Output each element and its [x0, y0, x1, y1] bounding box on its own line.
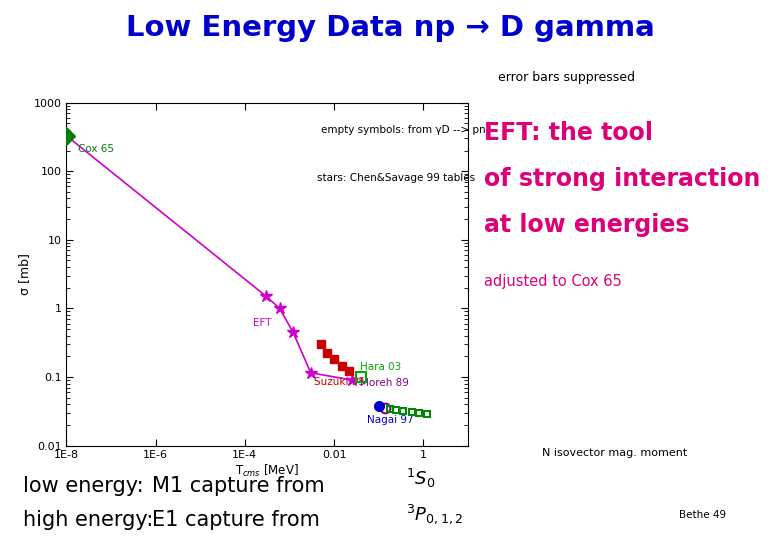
Text: $^3P_{0,1,2}$: $^3P_{0,1,2}$: [406, 502, 463, 526]
Text: of strong interaction: of strong interaction: [484, 167, 760, 191]
Text: EFT: the tool: EFT: the tool: [484, 122, 653, 145]
Text: Moreh 89: Moreh 89: [360, 379, 409, 388]
Text: Hara 03: Hara 03: [360, 362, 401, 372]
Text: stars: Chen&Savage 99 tables: stars: Chen&Savage 99 tables: [317, 173, 476, 183]
Text: high energy:: high energy:: [23, 510, 154, 530]
Text: E1 capture from: E1 capture from: [152, 510, 327, 530]
Text: EFT: EFT: [253, 318, 271, 328]
Text: adjusted to Cox 65: adjusted to Cox 65: [484, 274, 622, 289]
Y-axis label: σ [mb]: σ [mb]: [18, 253, 30, 295]
Text: Cox 65: Cox 65: [78, 144, 114, 154]
Text: empty symbols: from γD --> pn: empty symbols: from γD --> pn: [321, 125, 485, 135]
Text: $^1S_0$: $^1S_0$: [406, 467, 435, 490]
Text: low energy:: low energy:: [23, 476, 144, 496]
Text: Nagai 97: Nagai 97: [367, 415, 413, 426]
Text: at low energies: at low energies: [484, 213, 689, 237]
Text: Suzuki 95: Suzuki 95: [314, 377, 365, 388]
Text: N isovector mag. moment: N isovector mag. moment: [542, 448, 687, 458]
Text: Bethe 49: Bethe 49: [679, 510, 725, 521]
Text: error bars suppressed: error bars suppressed: [498, 71, 635, 84]
Text: Low Energy Data np → D gamma: Low Energy Data np → D gamma: [126, 14, 654, 42]
Text: M1 capture from: M1 capture from: [152, 476, 332, 496]
X-axis label: T$_{cms}$ [MeV]: T$_{cms}$ [MeV]: [236, 463, 299, 479]
